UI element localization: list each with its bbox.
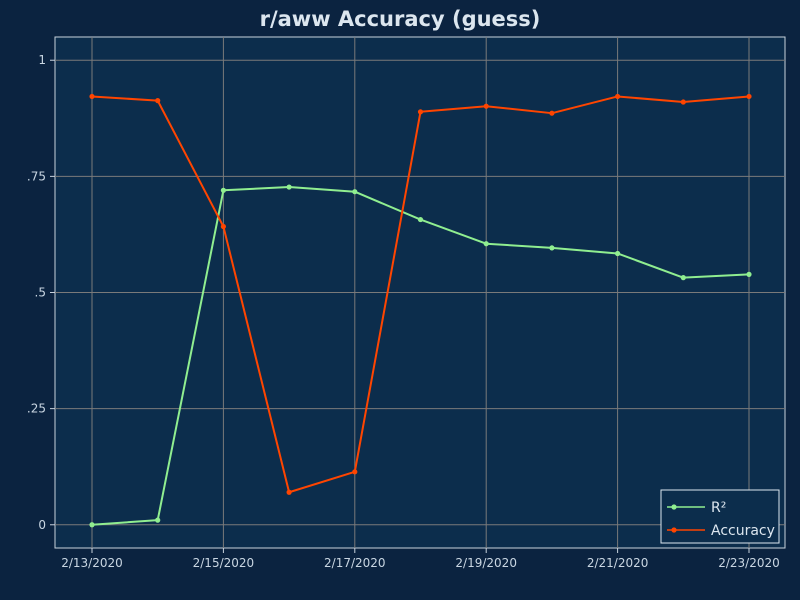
y-tick-label: .25 [27,402,46,416]
r-squared-data-point[interactable] [680,275,686,281]
y-axis-ticks: 0 .25 .5 .75 1 [27,53,55,532]
r-squared-data-point[interactable] [89,522,95,528]
x-tick-label: 2/17/2020 [324,556,386,570]
r-squared-data-point[interactable] [220,187,226,193]
r-squared-data-point[interactable] [155,517,161,523]
x-tick-label: 2/23/2020 [718,556,780,570]
x-tick-label: 2/15/2020 [193,556,255,570]
r-squared-data-point[interactable] [746,271,752,277]
accuracy-data-point[interactable] [680,99,686,105]
y-tick-label: .75 [27,169,46,183]
r-squared-data-point[interactable] [483,241,489,247]
accuracy-data-point[interactable] [286,489,292,495]
y-tick-label: 0 [38,518,46,532]
r-squared-data-point[interactable] [549,245,555,251]
x-tick-label: 2/21/2020 [587,556,649,570]
r-squared-data-point[interactable] [417,216,424,223]
legend-accuracy-marker [671,527,677,533]
series-lines [89,93,752,528]
accuracy-data-point[interactable] [155,98,161,104]
accuracy-data-point[interactable] [352,469,358,475]
x-axis-ticks: 2/13/2020 2/15/2020 2/17/2020 2/19/2020 2/21… [61,548,780,570]
x-tick-label: 2/19/2020 [455,556,517,570]
y-tick-label: 1 [38,53,46,67]
legend-r-squared-marker [671,504,677,510]
r-squared-data-point[interactable] [286,184,292,190]
accuracy-data-point[interactable] [220,223,226,230]
accuracy-data-point[interactable] [549,110,555,116]
x-tick-label: 2/13/2020 [61,556,123,570]
accuracy-data-point[interactable] [746,93,752,100]
chart-title: r/aww Accuracy (guess) [260,7,541,31]
legend-r-squared-label[interactable]: R² [711,500,726,516]
accuracy-data-point[interactable] [483,103,489,109]
r-squared-data-point[interactable] [352,189,358,195]
accuracy-data-point[interactable] [89,93,95,100]
legend[interactable]: R² Accuracy [660,489,780,544]
accuracy-data-point[interactable] [417,109,424,115]
legend-accuracy-label[interactable]: Accuracy [711,523,775,539]
accuracy-data-point[interactable] [615,93,621,100]
legend-box [660,489,780,544]
r-squared-data-point[interactable] [615,250,621,257]
y-tick-label: .5 [35,286,46,300]
